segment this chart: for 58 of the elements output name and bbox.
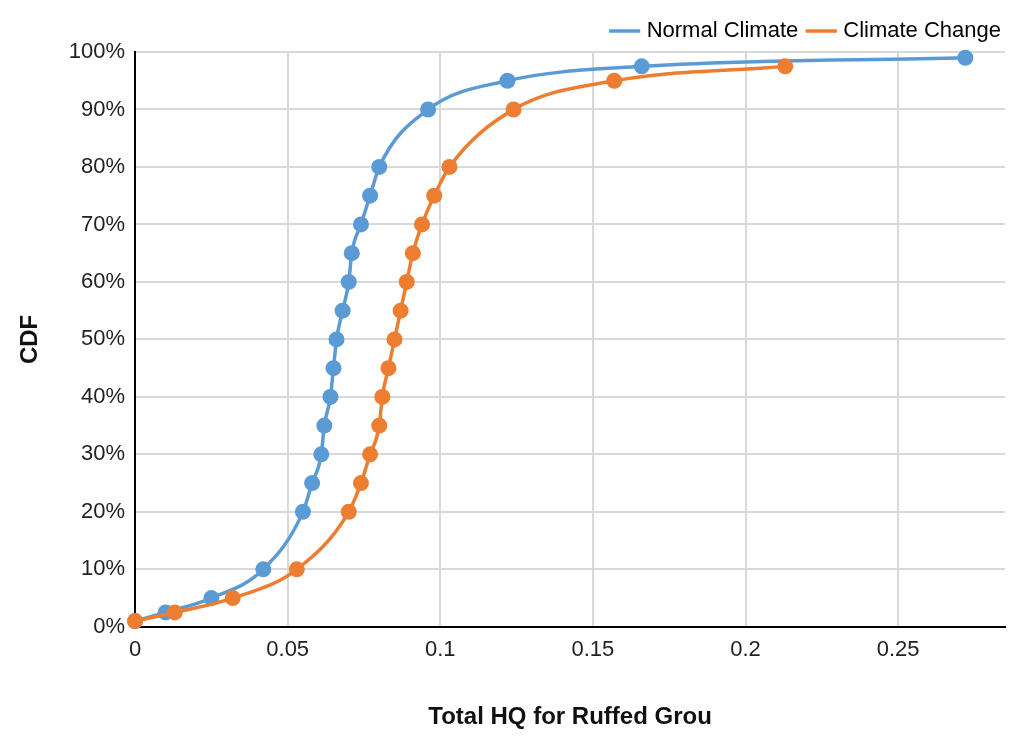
point <box>340 273 357 290</box>
y-tick-label: 80% <box>81 153 126 179</box>
point <box>441 158 458 175</box>
point <box>606 72 623 89</box>
point <box>325 360 342 377</box>
point <box>374 388 391 405</box>
legend-label: Normal Climate <box>646 17 799 43</box>
point <box>288 561 305 578</box>
point <box>505 101 522 118</box>
y-axis-title: CDF <box>15 314 43 365</box>
point <box>386 331 403 348</box>
x-tick-label: 0.2 <box>730 636 761 662</box>
point <box>294 503 311 520</box>
x-axis-title: Total HQ for Ruffed Grou <box>428 702 712 730</box>
x-tick-label: 0.05 <box>266 636 310 662</box>
point <box>352 216 369 233</box>
point <box>957 49 974 66</box>
point <box>334 302 351 319</box>
point <box>404 245 421 262</box>
y-tick-label: 0% <box>93 612 126 638</box>
x-tick-label: 0.15 <box>571 636 615 662</box>
point <box>499 72 516 89</box>
y-tick-label: 30% <box>81 440 126 466</box>
point <box>380 360 397 377</box>
y-tick-label: 50% <box>81 325 126 351</box>
point <box>413 216 430 233</box>
point <box>398 273 415 290</box>
point <box>352 475 369 492</box>
y-tick-label: 20% <box>81 497 126 523</box>
point <box>392 302 409 319</box>
y-tick-label: 100% <box>68 38 126 64</box>
point <box>340 503 357 520</box>
point <box>633 58 650 75</box>
point <box>420 101 437 118</box>
point <box>362 187 379 204</box>
y-tick-label: 60% <box>81 267 126 293</box>
point <box>362 446 379 463</box>
x-tick-label: 0.1 <box>425 636 456 662</box>
y-tick-label: 90% <box>81 95 126 121</box>
point <box>328 331 345 348</box>
y-tick-label: 10% <box>81 555 126 581</box>
point <box>371 158 388 175</box>
point <box>371 417 388 434</box>
point <box>343 245 360 262</box>
legend-label: Climate Change <box>843 17 1001 43</box>
y-tick-label: 70% <box>81 210 126 236</box>
point <box>426 187 443 204</box>
point <box>166 604 183 621</box>
point <box>316 417 333 434</box>
point <box>313 446 330 463</box>
point <box>255 561 272 578</box>
point <box>224 590 241 607</box>
y-tick-label: 40% <box>81 382 126 408</box>
point <box>777 58 794 75</box>
x-tick-label: 0 <box>128 636 142 662</box>
point <box>304 475 321 492</box>
point <box>322 388 339 405</box>
x-tick-label: 0.25 <box>876 636 920 662</box>
